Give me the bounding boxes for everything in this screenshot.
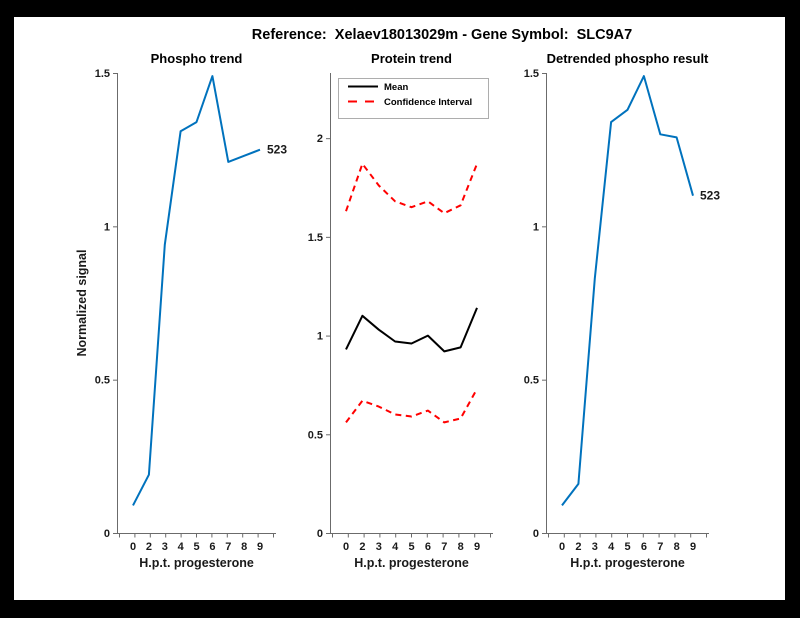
x-axis-label: H.p.t. progesterone [354, 556, 469, 570]
y-tick-label: 1 [317, 331, 323, 343]
x-tick-label: 8 [674, 541, 680, 553]
series-line-confidence-interval [345, 162, 478, 215]
x-tick-label: 7 [225, 541, 231, 553]
x-tick-label: 2 [575, 541, 581, 553]
x-axis-label: H.p.t. progesterone [139, 556, 254, 570]
x-tick-label: 4 [608, 541, 615, 553]
x-tick-label: 6 [209, 541, 215, 553]
y-axis-label: Normalized signal [75, 250, 89, 357]
x-tick-label: 9 [474, 541, 480, 553]
subplot-title: Phospho trend [151, 51, 243, 66]
x-tick-label: 5 [193, 541, 199, 553]
x-tick-label: 9 [257, 541, 263, 553]
y-tick-label: 0.5 [308, 429, 323, 441]
series-line-detrended-phospho-signal [561, 75, 694, 507]
x-tick-label: 6 [641, 541, 647, 553]
x-tick-label: 5 [408, 541, 414, 553]
subplot-title: Protein trend [371, 51, 452, 66]
x-tick-label: 3 [162, 541, 168, 553]
endpoint-label: 523 [267, 143, 287, 157]
y-tick-label: 0 [104, 528, 110, 540]
series-line-mean [345, 307, 478, 353]
x-tick-label: 0 [130, 541, 136, 553]
legend-entry-label: Mean [384, 82, 408, 93]
x-tick-label: 0 [559, 541, 565, 553]
series-line-confidence-interval-lower [345, 388, 478, 424]
y-tick-label: 1 [533, 221, 539, 233]
x-tick-label: 8 [241, 541, 247, 553]
legend-entry-label: Confidence Interval [384, 97, 472, 108]
legend: Mean Confidence Interval [338, 78, 489, 119]
x-tick-label: 3 [376, 541, 382, 553]
x-tick-label: 8 [458, 541, 464, 553]
series-line-phospho-signal [132, 75, 261, 506]
x-tick-label: 7 [657, 541, 663, 553]
x-tick-label: 3 [592, 541, 598, 553]
x-tick-label: 4 [392, 541, 399, 553]
y-tick-label: 1.5 [524, 68, 539, 80]
x-tick-label: 5 [624, 541, 630, 553]
x-tick-label: 7 [441, 541, 447, 553]
y-tick-label: 0 [533, 528, 539, 540]
figure-title: Reference: Xelaev18013029m - Gene Symbol… [251, 27, 633, 43]
x-tick-label: 2 [359, 541, 365, 553]
endpoint-label: 523 [700, 189, 720, 203]
y-tick-label: 1.5 [308, 232, 323, 244]
x-tick-label: 2 [146, 541, 152, 553]
y-tick-label: 0 [317, 528, 323, 540]
y-tick-label: 0.5 [95, 375, 110, 387]
x-tick-label: 9 [690, 541, 696, 553]
subplot-title: Detrended phospho result [547, 51, 709, 66]
y-tick-label: 1.5 [95, 68, 110, 80]
legend-box [338, 78, 489, 119]
x-axis-label: H.p.t. progesterone [570, 556, 685, 570]
y-tick-label: 0.5 [524, 375, 539, 387]
y-tick-label: 2 [317, 133, 323, 145]
matlab-figure-canvas: Reference: Xelaev18013029m - Gene Symbol… [14, 17, 785, 600]
x-tick-label: 6 [425, 541, 431, 553]
x-tick-label: 4 [178, 541, 185, 553]
x-tick-label: 0 [343, 541, 349, 553]
y-tick-label: 1 [104, 221, 110, 233]
